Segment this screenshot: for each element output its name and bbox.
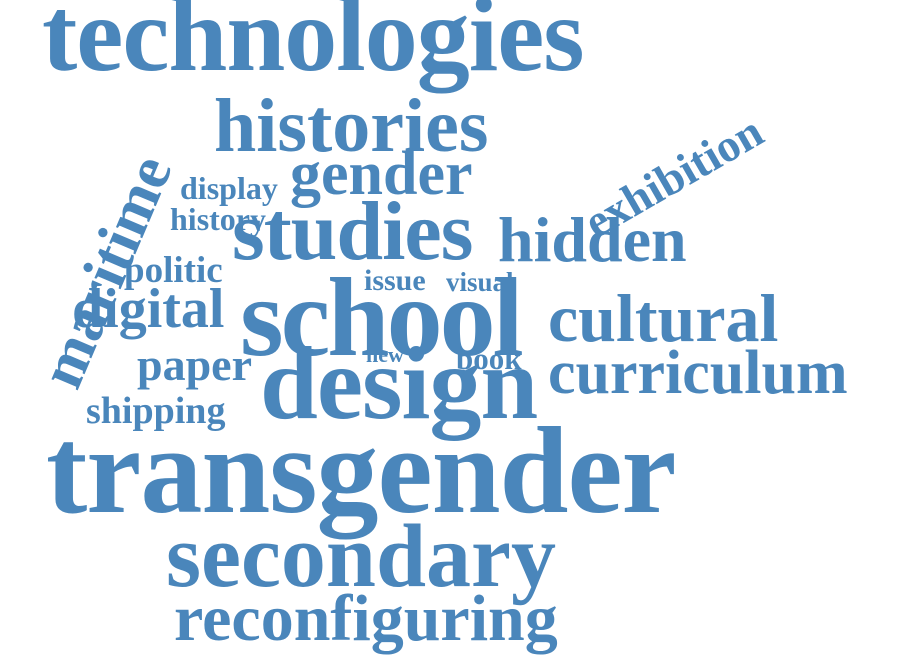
word-technologies: technologies xyxy=(42,0,584,93)
word-reconfiguring: reconfiguring xyxy=(174,582,558,655)
word-curriculum: curriculum xyxy=(548,339,848,407)
word-history: history xyxy=(170,201,266,237)
word-paper: paper xyxy=(137,339,252,390)
word-hidden: hidden xyxy=(498,204,687,275)
word-book: book xyxy=(456,341,522,376)
word-histories: histories xyxy=(214,84,489,168)
word-display: display xyxy=(180,170,278,206)
word-shipping: shipping xyxy=(86,390,226,432)
word-digital: digital xyxy=(72,278,225,340)
word-secondary: secondary xyxy=(166,507,556,606)
word-issue: issue xyxy=(364,264,426,297)
word-gender: gender xyxy=(290,140,473,208)
word-transgender: transgender xyxy=(46,402,677,539)
word-politic: politic xyxy=(124,250,223,291)
word-new: new xyxy=(366,342,404,367)
word-visual: visual xyxy=(446,267,514,297)
word-design: design xyxy=(260,326,538,441)
word-cultural: cultural xyxy=(548,280,779,356)
word-school: school xyxy=(240,256,524,380)
word-studies: studies xyxy=(232,185,473,278)
